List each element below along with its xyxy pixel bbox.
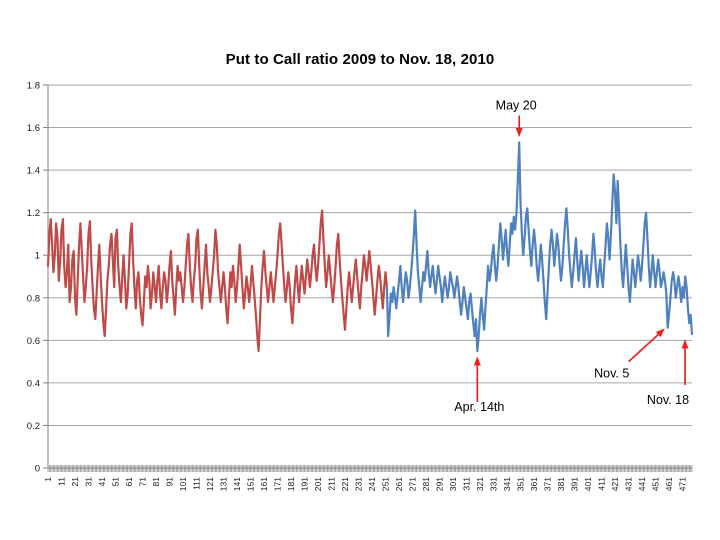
x-axis-label: 151 bbox=[246, 477, 256, 491]
x-axis-label: 451 bbox=[651, 477, 661, 491]
y-axis-label: 0 bbox=[35, 464, 40, 475]
x-axis-label: 71 bbox=[138, 477, 148, 487]
x-axis-label: 41 bbox=[97, 477, 107, 487]
x-axis-label: 11 bbox=[57, 477, 67, 486]
x-axis-label: 421 bbox=[610, 477, 620, 491]
x-axis-label: 231 bbox=[354, 477, 364, 491]
x-axis-label: 271 bbox=[408, 477, 418, 491]
y-axis-label: 0.6 bbox=[27, 336, 40, 347]
x-axis-label: 171 bbox=[273, 477, 283, 491]
series-2009-line bbox=[46, 209, 388, 353]
x-axis-label: 181 bbox=[286, 477, 296, 491]
x-axis-label: 91 bbox=[165, 477, 175, 487]
annotation-label: May 20 bbox=[496, 98, 537, 112]
x-axis-label: 391 bbox=[570, 477, 580, 491]
x-axis-label: 311 bbox=[462, 477, 472, 491]
x-axis-label: 141 bbox=[232, 477, 242, 491]
x-axis-label: 361 bbox=[529, 477, 539, 491]
x-axis-label: 121 bbox=[205, 477, 215, 491]
x-axis-label: 251 bbox=[381, 477, 391, 491]
x-axis-label: 161 bbox=[259, 477, 269, 491]
series-2010-line bbox=[385, 141, 694, 353]
x-axis-label: 301 bbox=[448, 477, 458, 491]
x-axis-label: 461 bbox=[664, 477, 674, 491]
y-axis-label: 0.2 bbox=[27, 421, 40, 432]
x-axis-label: 191 bbox=[300, 477, 310, 491]
y-axis-label: 1 bbox=[35, 251, 40, 262]
x-axis-label: 201 bbox=[313, 477, 323, 491]
y-axis-label: 0.8 bbox=[27, 293, 40, 304]
x-axis-label: 1 bbox=[43, 477, 53, 482]
y-axis-label: 1.8 bbox=[27, 81, 40, 92]
x-axis-label: 371 bbox=[543, 477, 553, 491]
x-axis-label: 471 bbox=[678, 477, 688, 491]
x-axis-label: 431 bbox=[624, 477, 634, 491]
y-axis-label: 1.2 bbox=[27, 208, 40, 219]
x-axis-label: 331 bbox=[489, 477, 499, 491]
x-axis-label: 221 bbox=[340, 477, 350, 491]
y-axis-label: 1.4 bbox=[27, 166, 40, 177]
x-axis-label: 261 bbox=[394, 477, 404, 491]
x-axis-label: 411 bbox=[597, 477, 607, 491]
x-axis-label: 31 bbox=[84, 477, 94, 487]
x-axis-label: 81 bbox=[151, 477, 161, 487]
x-axis-label: 341 bbox=[502, 477, 512, 491]
x-axis-label: 111 bbox=[192, 477, 202, 490]
x-axis-label: 441 bbox=[637, 477, 647, 491]
x-axis-label: 211 bbox=[327, 477, 337, 491]
x-axis-label: 21 bbox=[70, 477, 80, 487]
chart-title: Put to Call ratio 2009 to Nov. 18, 2010 bbox=[225, 51, 495, 68]
x-axis-label: 401 bbox=[583, 477, 593, 491]
x-axis-label: 381 bbox=[556, 477, 566, 491]
x-axis-label: 291 bbox=[435, 477, 445, 491]
y-axis-label: 1.6 bbox=[27, 123, 40, 134]
annotation-arrow bbox=[628, 328, 665, 363]
x-axis-label: 131 bbox=[219, 477, 229, 491]
annotation-label: Nov. 5 bbox=[594, 367, 629, 381]
x-axis-label: 101 bbox=[178, 477, 188, 491]
x-axis-label: 241 bbox=[367, 477, 377, 491]
x-axis-label: 321 bbox=[475, 477, 485, 491]
x-axis-label: 281 bbox=[421, 477, 431, 491]
annotation-label: Apr. 14th bbox=[454, 400, 504, 414]
y-axis-label: 0.4 bbox=[27, 378, 40, 389]
x-axis-label: 351 bbox=[516, 477, 526, 491]
annotation-label: Nov. 18 bbox=[647, 393, 689, 407]
x-axis-label: 61 bbox=[124, 477, 134, 487]
x-axis-label: 51 bbox=[111, 477, 121, 487]
